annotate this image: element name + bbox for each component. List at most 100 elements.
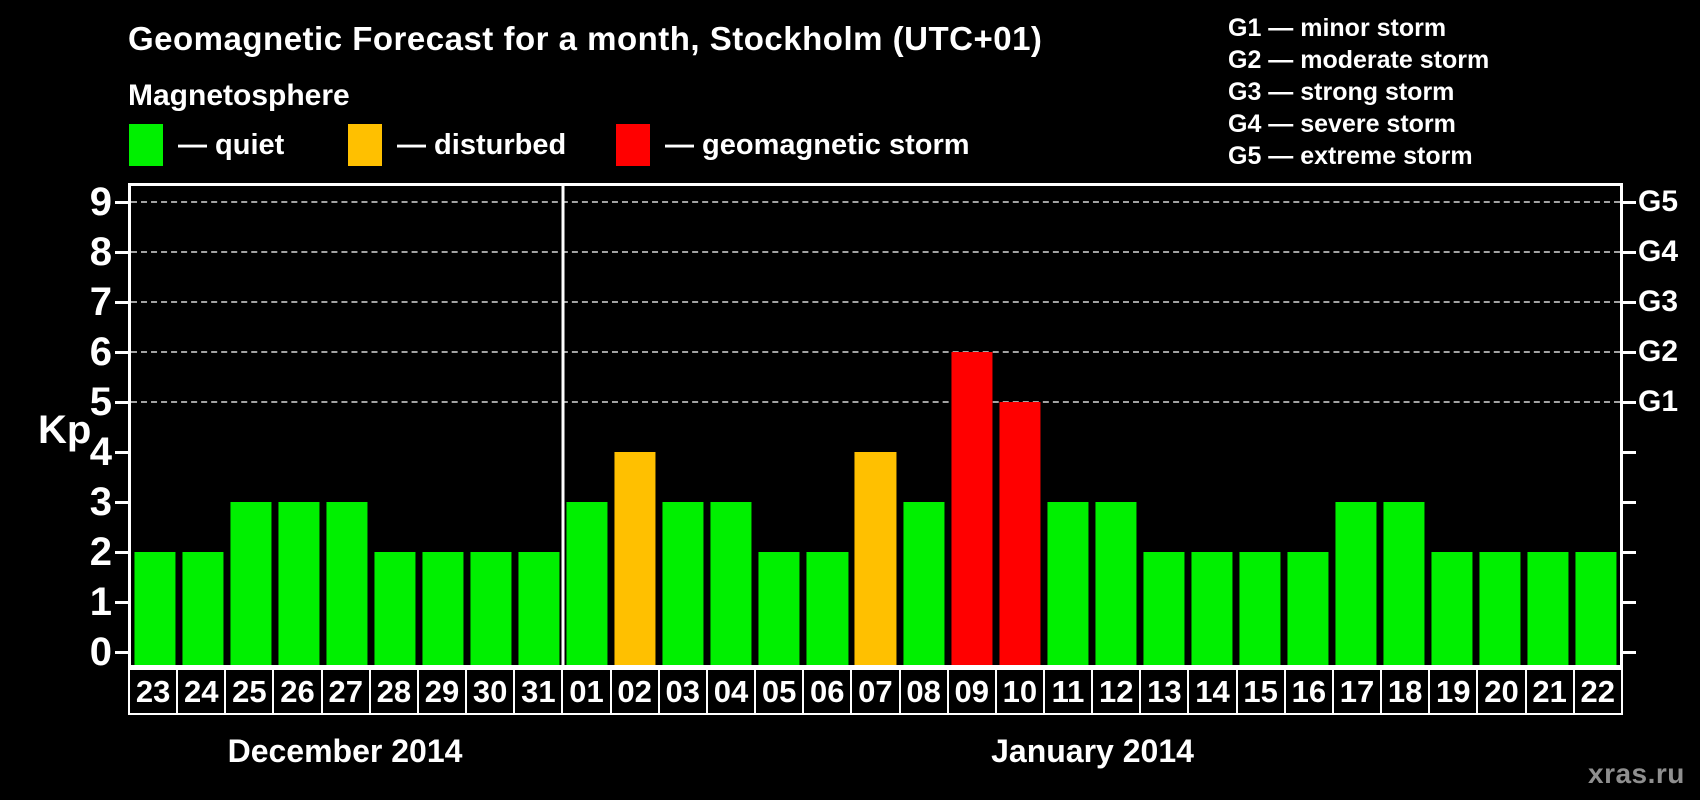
bar-cell-19	[1428, 186, 1476, 665]
kp-bar-day-22	[1575, 552, 1617, 665]
left-tick-kp4	[115, 450, 128, 454]
kp-bar-series	[131, 186, 1620, 665]
date-cell-23: 23	[128, 668, 179, 715]
y-tick-label-9: 9	[89, 180, 112, 224]
right-tick-kp9	[1623, 200, 1636, 204]
bar-cell-18	[1380, 186, 1428, 665]
date-cell-26: 26	[272, 668, 323, 715]
date-cell-22: 22	[1572, 668, 1623, 715]
kp-bar-day-24	[182, 552, 224, 665]
date-cell-04: 04	[705, 668, 757, 715]
kp-bar-day-05	[758, 552, 800, 665]
date-cell-15: 15	[1235, 668, 1286, 715]
g1-legend-line: G1 — minor storm	[1228, 14, 1447, 42]
bar-cell-28	[371, 186, 419, 665]
kp-bar-day-25	[230, 502, 272, 665]
right-axis-label-g4: G4	[1638, 235, 1679, 268]
right-tick-kp8	[1623, 250, 1636, 254]
bar-cell-25	[227, 186, 275, 665]
date-cell-16: 16	[1283, 668, 1334, 715]
bar-cell-05	[755, 186, 803, 665]
right-tick-kp1	[1623, 600, 1636, 604]
kp-bar-day-01	[566, 502, 608, 665]
gridline-kp5	[131, 401, 1620, 403]
bar-cell-30	[467, 186, 515, 665]
kp-bar-day-04	[710, 502, 752, 665]
date-cell-31: 31	[513, 668, 564, 715]
y-tick-label-3: 3	[89, 480, 112, 524]
legend-label-disturbed: — disturbed	[397, 128, 567, 161]
left-tick-kp7	[115, 300, 128, 304]
kp-bar-day-03	[662, 502, 704, 665]
kp-bar-day-26	[278, 502, 320, 665]
date-cell-24: 24	[176, 668, 227, 715]
y-tick-label-6: 6	[89, 330, 112, 374]
y-tick-label-2: 2	[89, 530, 112, 574]
bar-cell-11	[1044, 186, 1092, 665]
bar-cell-22	[1572, 186, 1620, 665]
date-cell-25: 25	[224, 668, 275, 715]
date-cell-28: 28	[368, 668, 419, 715]
g-scale-legend: G1 — minor storm G2 — moderate storm G3 …	[1228, 12, 1489, 172]
date-cell-29: 29	[416, 668, 468, 715]
kp-bar-day-30	[470, 552, 512, 665]
right-axis-label-g3: G3	[1638, 285, 1679, 318]
kp-bar-day-21	[1527, 552, 1569, 665]
gridline-kp8	[131, 251, 1620, 253]
bar-cell-29	[419, 186, 467, 665]
month-divider-line	[561, 186, 565, 665]
kp-bar-day-29	[422, 552, 464, 665]
legend-label-quiet: — quiet	[178, 128, 285, 161]
kp-bar-day-07	[854, 452, 897, 665]
legend-item-quiet: — quiet	[129, 123, 284, 167]
kp-bar-day-28	[374, 552, 416, 665]
plot-area	[128, 183, 1623, 668]
right-tick-kp3	[1623, 500, 1636, 504]
date-cell-14: 14	[1187, 668, 1238, 715]
bar-cell-12	[1092, 186, 1140, 665]
kp-bar-day-31	[518, 552, 560, 665]
g5-legend-line: G5 — extreme storm	[1228, 142, 1473, 170]
y-tick-label-4: 4	[89, 430, 112, 474]
bar-cell-04	[707, 186, 755, 665]
left-tick-kp8	[115, 250, 128, 254]
bar-cell-01	[563, 186, 611, 665]
kp-bar-day-11	[1047, 502, 1089, 665]
bar-cell-13	[1140, 186, 1188, 665]
storm-color-swatch	[616, 124, 650, 166]
kp-bar-day-19	[1431, 552, 1473, 665]
right-tick-kp6	[1623, 350, 1636, 354]
kp-bar-day-27	[326, 502, 368, 665]
gridline-kp9	[131, 201, 1620, 203]
kp-bar-day-18	[1383, 502, 1425, 665]
bar-cell-14	[1188, 186, 1236, 665]
legend-heading: Magnetosphere	[128, 79, 350, 112]
date-cell-08: 08	[898, 668, 949, 715]
bar-cell-09	[948, 186, 996, 665]
bar-cell-27	[323, 186, 371, 665]
bar-cell-03	[659, 186, 707, 665]
date-cell-27: 27	[320, 668, 371, 715]
date-cell-07: 07	[850, 668, 901, 715]
legend-label-storm: — geomagnetic storm	[665, 128, 970, 161]
month-labels-row: December 2014 January 2014	[128, 733, 1623, 773]
kp-bar-day-12	[1095, 502, 1137, 665]
date-cell-05: 05	[754, 668, 805, 715]
date-cell-19: 19	[1428, 668, 1479, 715]
kp-bar-day-17	[1335, 502, 1377, 665]
x-axis-date-row: 23 24 25 26 27 28 29 30 31 01 02 03 04 05 06 07 08 09 10 11…	[128, 668, 1623, 715]
bar-cell-24	[179, 186, 227, 665]
date-cell-13: 13	[1139, 668, 1190, 715]
kp-bar-day-08	[902, 502, 945, 665]
bar-cell-31	[515, 186, 563, 665]
bar-cell-16	[1284, 186, 1332, 665]
quiet-color-swatch	[129, 124, 163, 166]
bar-cell-06	[803, 186, 851, 665]
page-title: Geomagnetic Forecast for a month, Stockh…	[128, 20, 1043, 57]
y-axis-label: Kp	[38, 408, 92, 452]
date-cell-21: 21	[1524, 668, 1575, 715]
kp-bar-day-16	[1287, 552, 1329, 665]
date-cell-03: 03	[657, 668, 708, 715]
legend-item-disturbed: — disturbed	[348, 123, 566, 167]
